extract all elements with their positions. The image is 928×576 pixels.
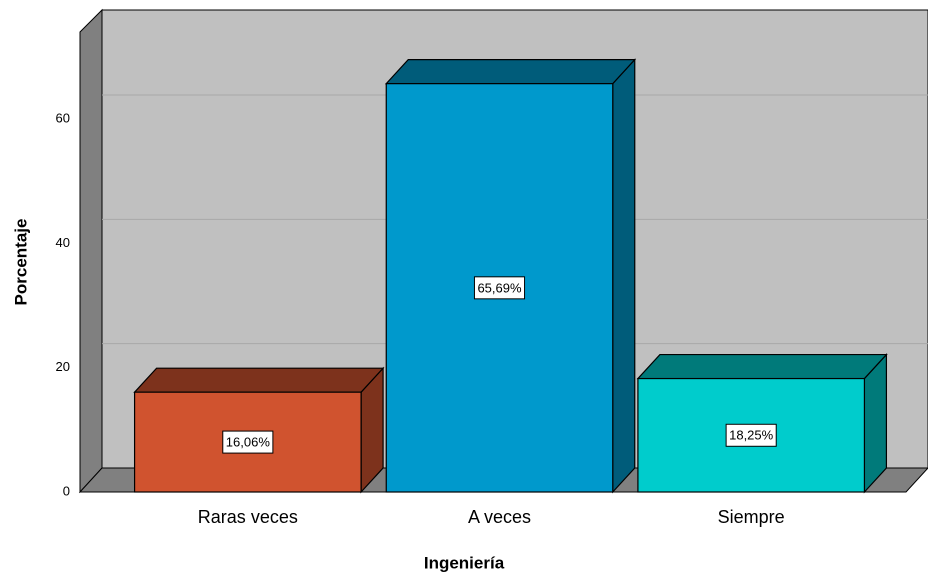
- x-tick-label: Siempre: [718, 507, 785, 527]
- x-tick-label: A veces: [468, 507, 531, 527]
- y-tick-label: 20: [56, 359, 70, 374]
- y-tick-label: 40: [56, 235, 70, 250]
- bar-top: [133, 367, 385, 393]
- value-label: 18,25%: [729, 428, 774, 443]
- y-axis-title: Porcentaje: [11, 219, 30, 306]
- bars: 16,06% 65,69% 18,25%: [133, 58, 888, 494]
- value-label: 16,06%: [226, 435, 271, 450]
- bar-top: [384, 59, 637, 85]
- bar-group: 16,06%: [133, 366, 385, 494]
- x-tick-label: Raras veces: [198, 507, 298, 527]
- x-axis-title: Ingeniería: [424, 553, 505, 572]
- value-label-box: [725, 423, 777, 447]
- value-label-box: [473, 276, 526, 300]
- value-label: 65,69%: [477, 280, 522, 295]
- bar-top: [636, 353, 888, 380]
- bar-group: 18,25%: [636, 353, 888, 494]
- y-tick-label: 60: [56, 110, 70, 125]
- bar-side: [612, 58, 636, 494]
- bar-group: 65,69%: [384, 58, 637, 494]
- y-tick-label: 0: [63, 483, 70, 498]
- value-label-box: [222, 430, 274, 454]
- left-wall: [79, 8, 103, 494]
